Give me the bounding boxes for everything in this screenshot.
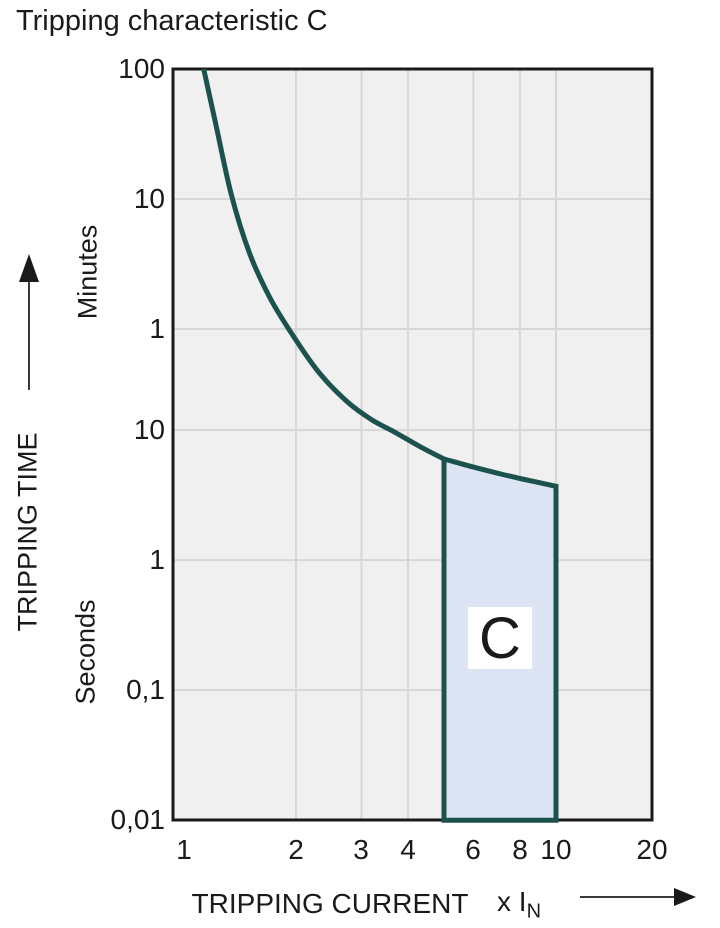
y-axis-arrow-icon	[19, 254, 39, 390]
region-label-c: C	[468, 606, 532, 671]
x-tick-label: 6	[465, 834, 481, 865]
x-tick-label: 20	[636, 834, 668, 865]
y-tick-label: 1	[149, 544, 165, 575]
y-tick-label: 0,01	[110, 804, 166, 835]
chart-title: Tripping characteristic C	[16, 5, 328, 37]
x-axis-unit-subscript: N	[526, 900, 542, 923]
x-tick-label: 4	[400, 834, 416, 865]
y-tick-label: 0,1	[126, 674, 165, 705]
y-axis-title: TRIPPING TIME	[12, 432, 43, 632]
plot-area	[171, 67, 654, 823]
y-axis-unit-minutes: Minutes	[72, 224, 103, 320]
y-tick-label: 100	[118, 53, 165, 84]
thermal-trip-curve	[201, 68, 446, 462]
x-tick-label: 3	[353, 834, 369, 865]
x-axis-unit-text: x I	[497, 886, 527, 917]
x-tick-label: 8	[512, 834, 528, 865]
x-axis-title: TRIPPING CURRENT	[191, 888, 469, 919]
x-axis-unit: x IN	[497, 886, 541, 924]
x-tick-label: 10	[540, 834, 572, 865]
x-tick-label: 2	[288, 834, 304, 865]
y-tick-label: 10	[133, 183, 165, 214]
plot-border	[171, 67, 654, 822]
x-axis-arrow-icon	[580, 888, 696, 906]
x-tick-label: 1	[176, 834, 192, 865]
y-tick-label: 10	[133, 414, 165, 445]
y-tick-label: 1	[149, 313, 165, 344]
